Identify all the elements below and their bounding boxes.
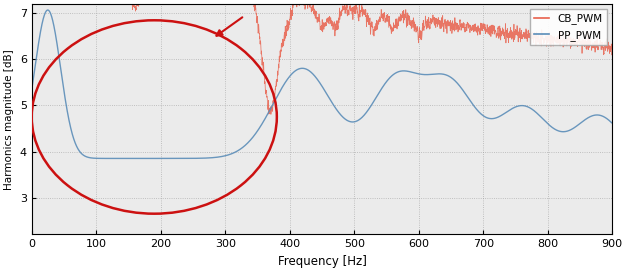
PP_PWM <box>397 70 404 73</box>
CB_PWM <box>458 25 466 28</box>
Line: PP_PWM: PP_PWM <box>32 10 613 158</box>
Line: CB_PWM: CB_PWM <box>32 4 613 114</box>
PP_PWM <box>490 117 497 120</box>
CB_PWM <box>372 28 379 31</box>
PP_PWM <box>57 69 65 73</box>
CB_PWM <box>28 2 36 6</box>
CB_PWM <box>397 18 404 21</box>
CB_PWM <box>490 27 497 30</box>
Y-axis label: Harmonics magnitude [dB]: Harmonics magnitude [dB] <box>4 49 14 190</box>
Legend: CB_PWM, PP_PWM: CB_PWM, PP_PWM <box>530 9 607 45</box>
PP_PWM <box>44 8 51 12</box>
PP_PWM <box>458 88 466 91</box>
CB_PWM <box>267 113 275 116</box>
CB_PWM <box>238 2 246 6</box>
PP_PWM <box>372 97 379 100</box>
PP_PWM <box>28 87 36 90</box>
PP_PWM <box>124 157 132 160</box>
PP_PWM <box>609 122 616 125</box>
PP_PWM <box>238 146 246 150</box>
X-axis label: Frequency [Hz]: Frequency [Hz] <box>278 255 366 268</box>
CB_PWM <box>609 50 616 53</box>
CB_PWM <box>57 2 65 6</box>
